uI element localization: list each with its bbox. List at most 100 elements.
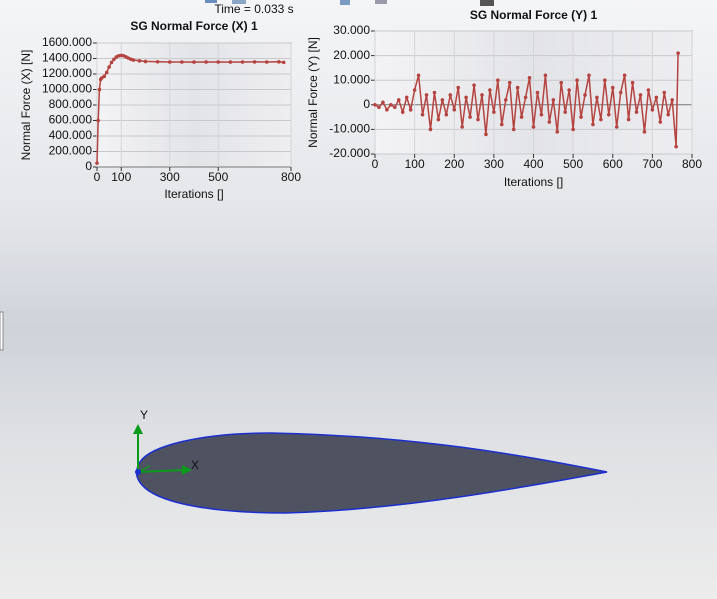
data-point [180, 60, 184, 64]
data-point [484, 132, 488, 137]
x-axis-title: Iterations [] [164, 187, 223, 201]
data-point [381, 100, 385, 105]
chart-title: SG Normal Force (X) 1 [130, 19, 258, 33]
data-point [385, 107, 389, 112]
y-tick-label: 10.000 [333, 72, 370, 86]
data-point [650, 107, 655, 112]
data-point [428, 127, 433, 132]
data-point [543, 73, 548, 78]
data-point [531, 125, 536, 129]
data-point [373, 103, 377, 107]
data-point [634, 110, 639, 114]
data-point [618, 90, 623, 95]
data-point [476, 117, 480, 122]
x-tick-label: 700 [642, 157, 662, 171]
y-tick-label: 600.000 [49, 113, 93, 127]
data-point [519, 115, 524, 119]
data-point [131, 58, 136, 62]
airfoil [135, 432, 608, 514]
y-tick-label: 1400.000 [42, 51, 92, 65]
chart: SG Normal Force (Y) 1 Iterations [] Normal… [306, 8, 702, 189]
data-point [591, 122, 595, 127]
side-tab[interactable] [0, 311, 4, 351]
data-point [416, 73, 421, 78]
data-point [559, 80, 564, 85]
data-point [472, 83, 476, 87]
data-point [393, 105, 397, 110]
x-axis-title: Iterations [] [504, 175, 563, 189]
y-tick-label: 400.000 [49, 128, 93, 142]
data-point [488, 88, 492, 92]
data-point [143, 59, 148, 64]
data-point [642, 130, 647, 134]
data-point [396, 98, 401, 102]
data-point [500, 122, 504, 127]
data-point [452, 107, 457, 112]
data-point [511, 127, 516, 132]
data-point [468, 115, 472, 119]
data-point [95, 161, 99, 165]
data-point [281, 60, 286, 65]
data-point [137, 59, 142, 63]
y-tick-label: 800.000 [49, 97, 93, 111]
data-point [109, 60, 114, 65]
data-point [104, 70, 109, 75]
data-point [252, 60, 257, 64]
data-point [575, 78, 579, 82]
data-point [456, 85, 461, 90]
data-point [523, 95, 528, 100]
data-point [674, 144, 678, 149]
data-point [420, 112, 425, 117]
data-point [444, 112, 449, 117]
data-point [112, 57, 116, 62]
data-point [377, 105, 381, 110]
time-label: Time = 0.033 s [214, 2, 293, 16]
data-point [551, 98, 556, 102]
data-point [638, 93, 643, 97]
data-point [614, 125, 619, 129]
y-tick-label: 30.000 [333, 23, 370, 37]
x-tick-label: 200 [444, 157, 464, 171]
triad: Y X [133, 408, 199, 475]
data-point [424, 93, 429, 97]
x-tick-label: 0 [372, 157, 379, 171]
data-point [630, 80, 635, 85]
data-point [587, 73, 591, 78]
data-point [436, 117, 441, 122]
x-tick-label: 800 [682, 157, 702, 171]
data-point [626, 117, 631, 122]
x-tick-label: 500 [208, 170, 228, 184]
data-point [277, 60, 281, 64]
x-tick-label: 500 [563, 157, 583, 171]
data-point [155, 59, 160, 64]
data-point [662, 90, 667, 95]
y-axis-title: Normal Force (Y) [N] [306, 37, 320, 148]
x-tick-label: 800 [281, 170, 301, 184]
y-tick-label: 20.000 [333, 48, 370, 62]
data-point [606, 112, 611, 117]
axis-x-label: X [191, 458, 199, 472]
data-point [676, 51, 680, 55]
y-tick-label: -20.000 [329, 146, 370, 160]
data-point [547, 120, 552, 124]
data-point [264, 60, 269, 64]
chart-title: SG Normal Force (Y) 1 [470, 8, 598, 22]
data-point [658, 120, 663, 124]
data-point [535, 90, 540, 95]
x-tick-label: 100 [111, 170, 131, 184]
data-point [228, 60, 233, 64]
data-point [404, 95, 409, 100]
series-line [374, 53, 679, 147]
data-point [670, 98, 674, 102]
y-tick-label: 0 [85, 159, 92, 173]
data-point [96, 118, 101, 123]
data-point [527, 75, 532, 80]
data-point [567, 88, 571, 92]
y-tick-label: 1200.000 [42, 66, 92, 80]
data-point [400, 110, 405, 114]
data-point [539, 112, 544, 117]
data-point [571, 127, 575, 132]
data-point [666, 112, 671, 117]
data-point [448, 93, 453, 97]
